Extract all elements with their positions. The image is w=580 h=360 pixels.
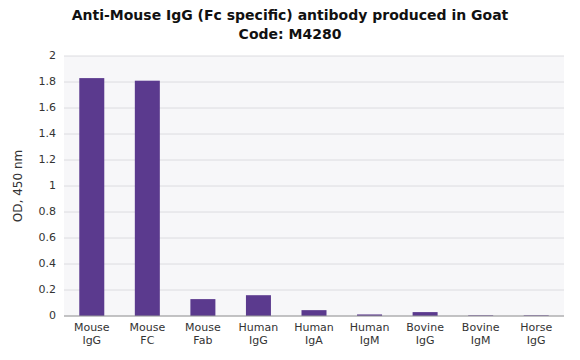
x-tick-label: BovineIgG <box>406 321 444 347</box>
y-tick-label: 1.4 <box>39 127 57 140</box>
x-tick-label: MouseFab <box>185 321 221 347</box>
y-tick-label: 2 <box>49 49 56 62</box>
bar <box>246 295 271 316</box>
y-tick-label: 0.2 <box>39 283 57 296</box>
bar <box>302 310 327 316</box>
bar <box>79 78 104 316</box>
bars <box>79 78 548 316</box>
title: Anti-Mouse IgG (Fc specific) antibody pr… <box>72 7 509 23</box>
bar <box>413 312 438 316</box>
x-tick-label: HumanIgM <box>350 321 390 347</box>
x-axis-line <box>64 316 564 317</box>
x-tick-label: HumanIgA <box>294 321 334 347</box>
grid-line <box>64 56 564 57</box>
chart-container: 0 0.2 0.4 0.6 0.8 1 1.2 1.4 1.6 1.8 2 MouseIgG Mouse… <box>0 0 580 360</box>
plot-area <box>64 56 564 316</box>
y-tick-label: 1.2 <box>39 153 57 166</box>
grid <box>64 56 564 316</box>
subtitle: Code: M4280 <box>239 26 342 42</box>
y-tick-label: 0 <box>49 309 56 322</box>
bar <box>190 299 215 316</box>
y-tick-label: 1.8 <box>39 75 57 88</box>
y-tick-label: 0.4 <box>39 257 57 270</box>
y-tick-label: 1.6 <box>39 101 57 114</box>
x-tick-label: MouseFC <box>129 321 165 347</box>
grid-line <box>64 316 564 317</box>
y-tick-label: 1 <box>49 179 56 192</box>
x-tick-label: BovineIgM <box>462 321 500 347</box>
y-axis-label: OD, 450 nm <box>11 150 25 222</box>
x-tick-label: HumanIgG <box>239 321 279 347</box>
x-tick-label: HorseIgG <box>520 321 552 347</box>
y-tick-label: 0.8 <box>39 205 57 218</box>
x-tick-label: MouseIgG <box>74 321 110 347</box>
bar <box>135 81 160 316</box>
chart: 0 0.2 0.4 0.6 0.8 1 1.2 1.4 1.6 1.8 2 MouseIgG Mouse… <box>0 0 580 360</box>
y-tick-label: 0.6 <box>39 231 57 244</box>
